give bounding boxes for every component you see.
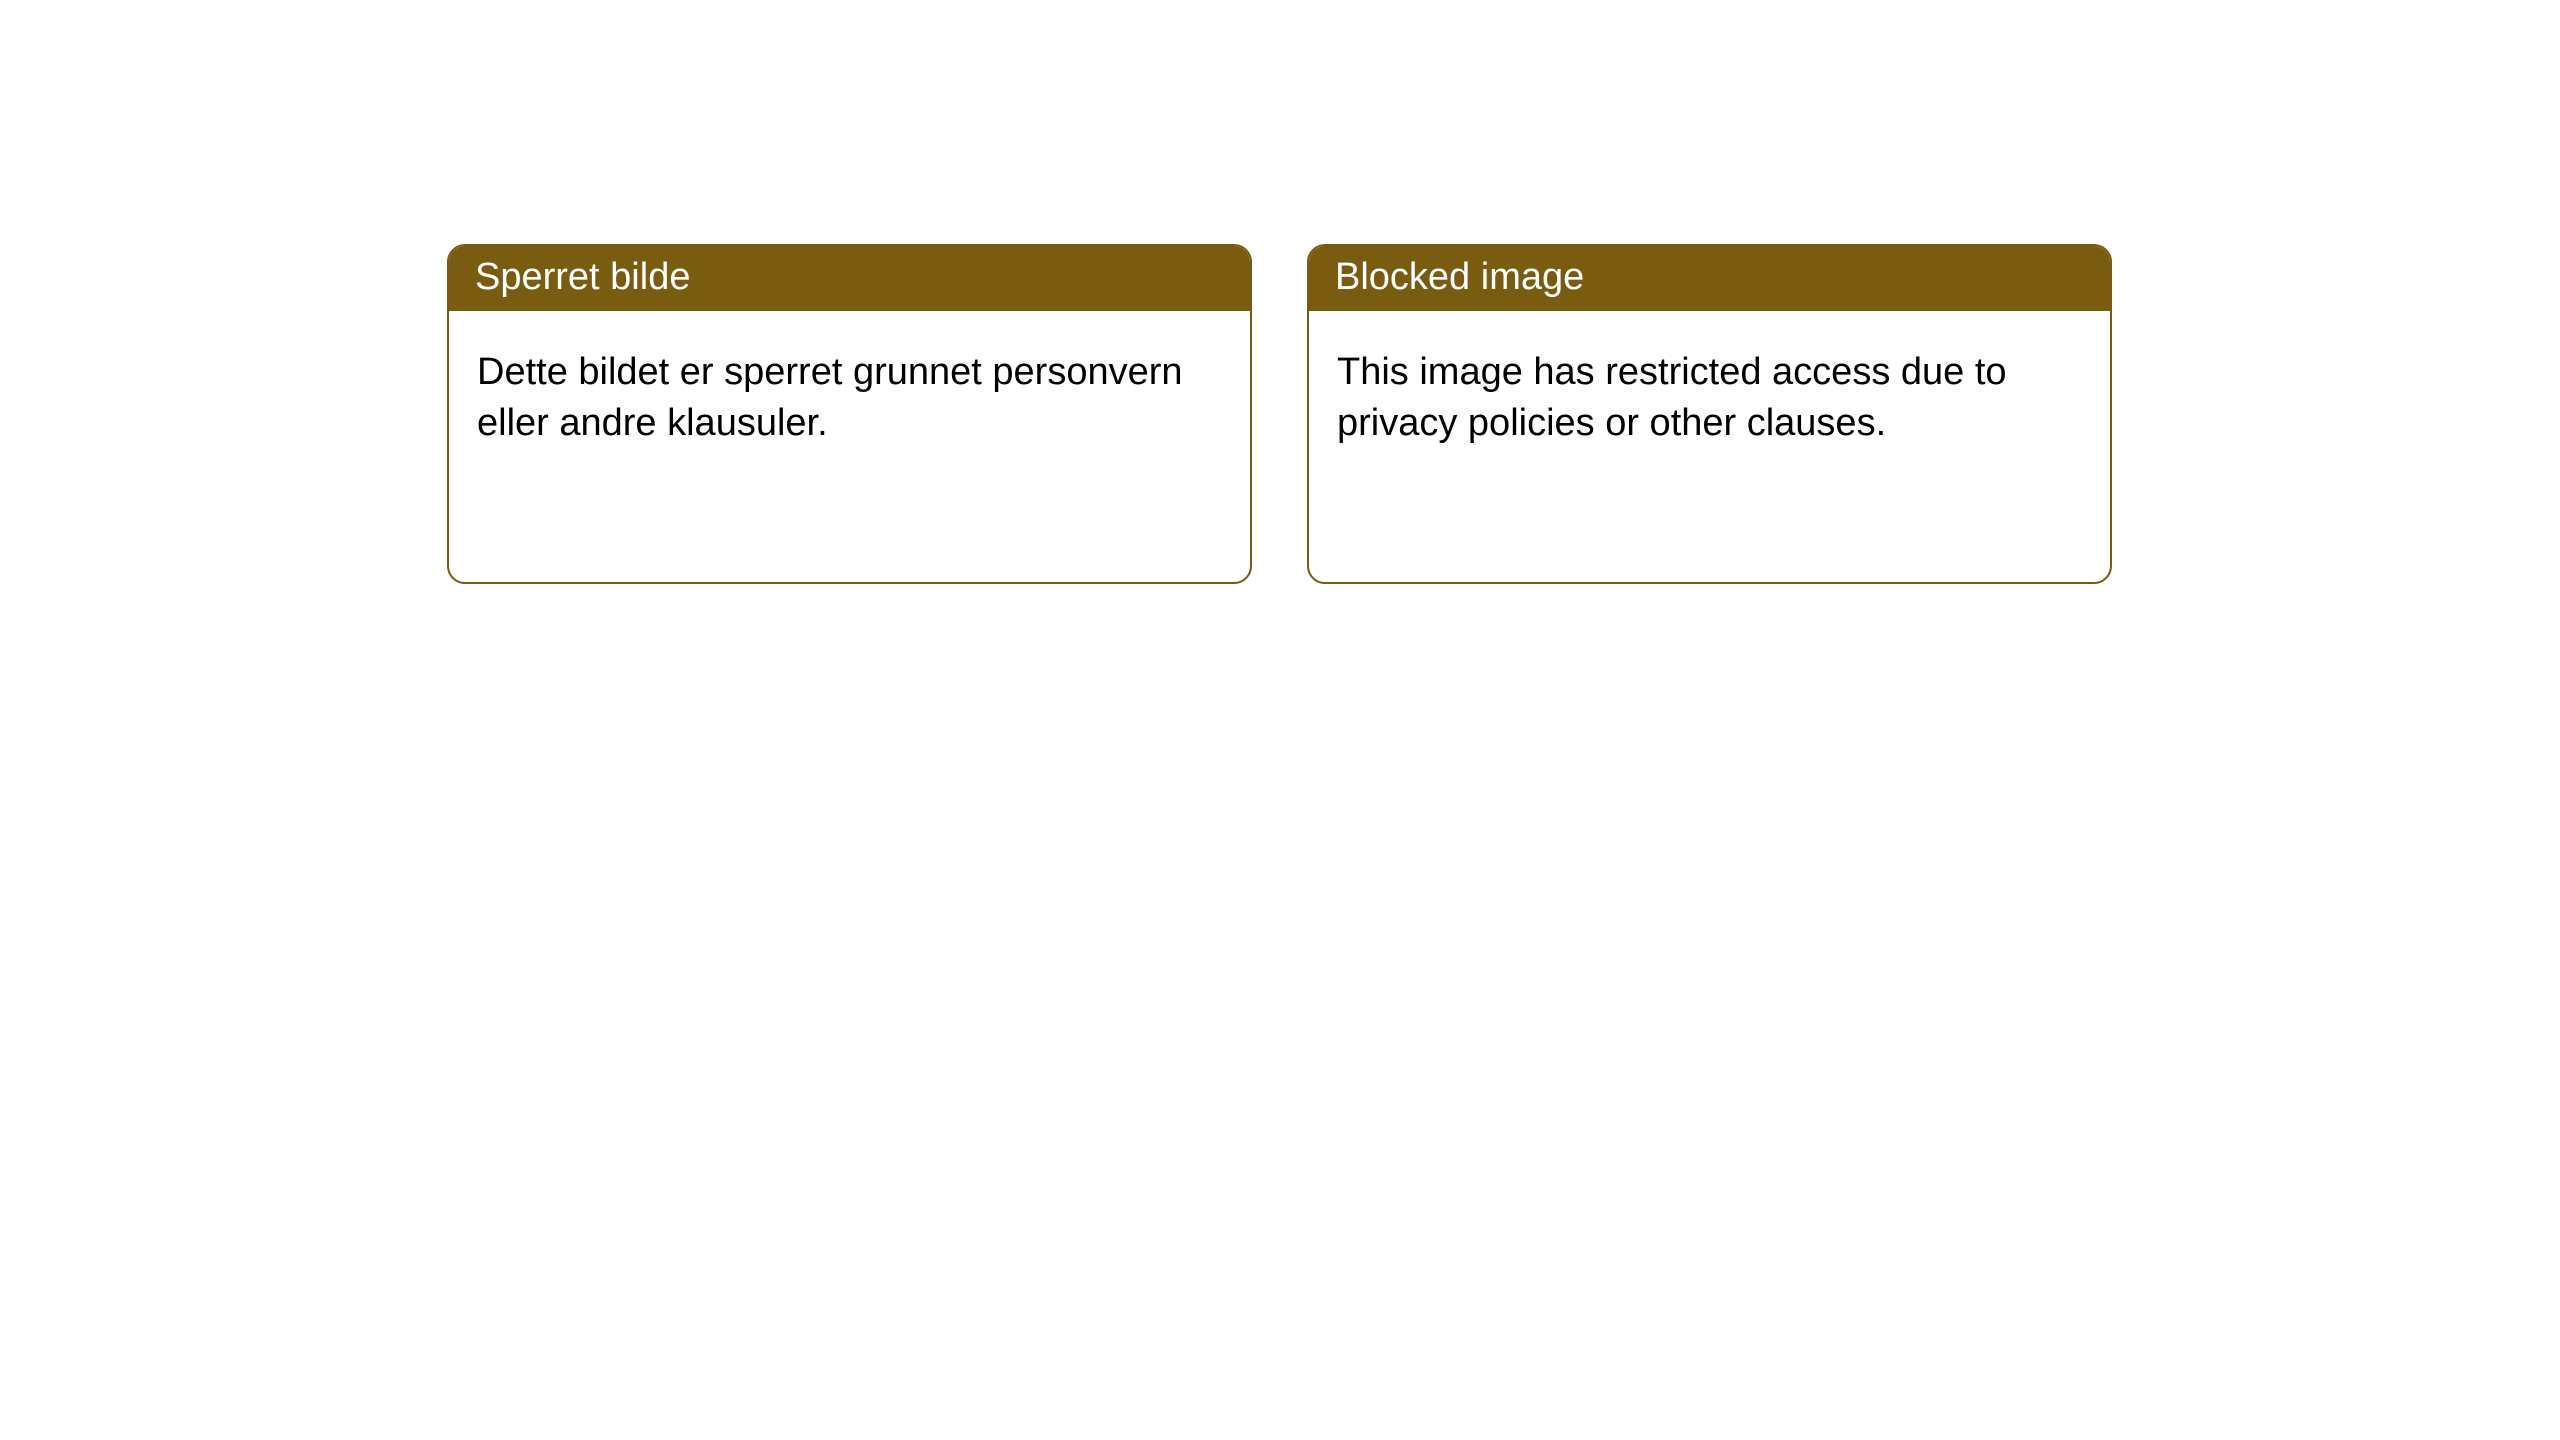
notice-card-norwegian: Sperret bilde Dette bildet er sperret gr… [447,244,1252,584]
notice-card-title: Blocked image [1309,246,2110,311]
notice-card-title: Sperret bilde [449,246,1250,311]
notice-card-english: Blocked image This image has restricted … [1307,244,2112,584]
notice-card-body: Dette bildet er sperret grunnet personve… [449,311,1250,486]
notice-cards-container: Sperret bilde Dette bildet er sperret gr… [447,244,2560,584]
notice-card-body: This image has restricted access due to … [1309,311,2110,486]
